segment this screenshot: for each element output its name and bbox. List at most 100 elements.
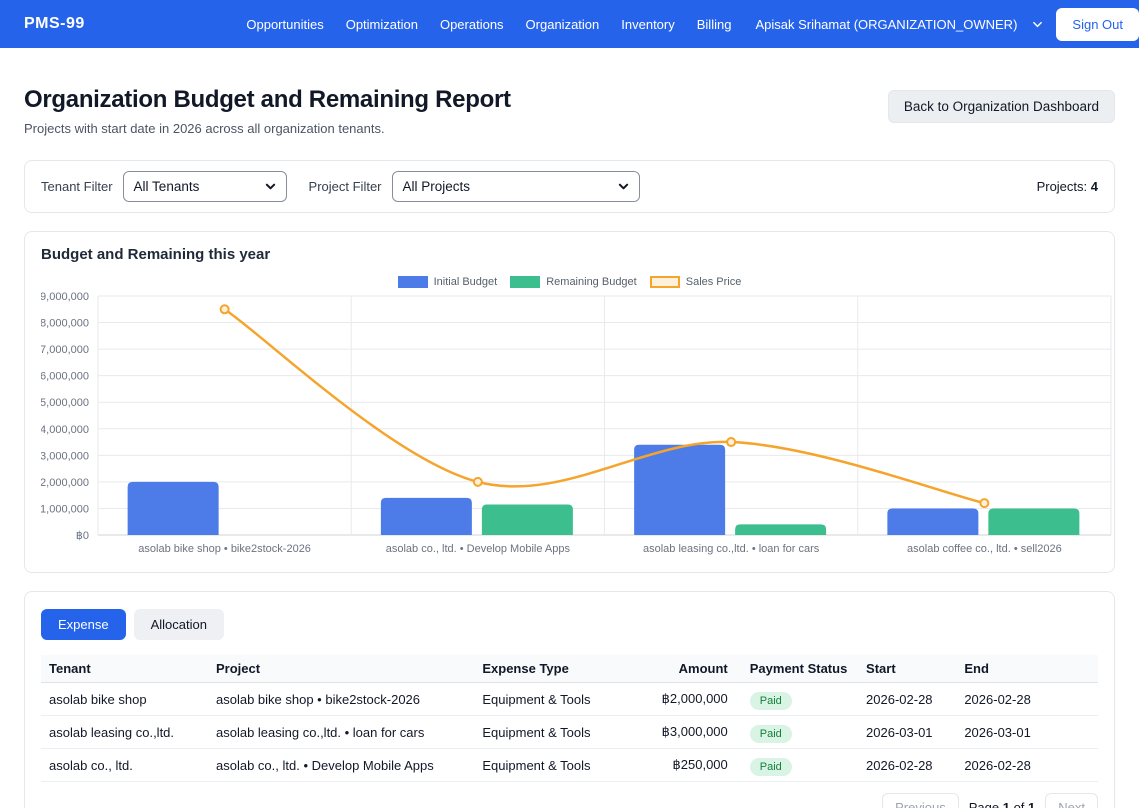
bar-initial-budget xyxy=(887,508,979,535)
nav-item-organization[interactable]: Organization xyxy=(525,16,600,32)
user-menu[interactable]: Apisak Srihamat (ORGANIZATION_OWNER) xyxy=(755,17,1043,32)
chart-title: Budget and Remaining this year xyxy=(41,246,271,263)
cell-tenant: asolab co., ltd. xyxy=(41,748,208,782)
table-row: asolab leasing co.,ltd. asolab leasing co… xyxy=(41,715,1098,749)
tab-expense[interactable]: Expense xyxy=(41,609,126,640)
sales-price-point xyxy=(726,437,737,448)
tenant-filter-label: Tenant Filter xyxy=(41,179,113,194)
legend-swatch xyxy=(397,276,428,288)
back-to-dashboard-button[interactable]: Back to Organization Dashboard xyxy=(887,90,1115,123)
cell-expense-type: Equipment & Tools xyxy=(474,682,651,716)
bar-initial-budget xyxy=(127,481,219,535)
legend-label: Initial Budget xyxy=(433,276,498,288)
column-header-tenant: Tenant xyxy=(41,655,208,683)
nav-item-operations[interactable]: Operations xyxy=(439,16,504,32)
sign-out-button[interactable]: Sign Out xyxy=(1056,7,1139,41)
column-header-project: Project xyxy=(208,655,475,683)
sales-price-line xyxy=(223,308,985,505)
pagination: Previous Page 1 of 1 Next xyxy=(41,793,1098,808)
nav-item-opportunities[interactable]: Opportunities xyxy=(246,16,324,32)
page-title: Organization Budget and Remaining Report xyxy=(24,86,511,113)
legend-label: Remaining Budget xyxy=(546,276,637,288)
cell-end: 2026-03-01 xyxy=(956,715,1098,749)
cell-start: 2026-02-28 xyxy=(858,682,957,716)
chevron-down-icon xyxy=(1033,21,1043,27)
user-menu-label: Apisak Srihamat (ORGANIZATION_OWNER) xyxy=(755,16,1018,32)
table-row: asolab bike shop asolab bike shop • bike2… xyxy=(41,682,1098,716)
main-content: Organization Budget and Remaining Report… xyxy=(0,86,1139,808)
project-filter-value: All Projects xyxy=(402,179,471,194)
column-header-amount: Amount xyxy=(650,655,742,683)
legend-item-sales-price: Sales Price xyxy=(649,276,742,288)
cell-project: asolab leasing co.,ltd. • loan for cars xyxy=(208,715,475,749)
table-tabs: Expense Allocation xyxy=(41,609,1098,640)
table-header-row: Tenant Project Expense Type Amount Payment S… xyxy=(41,655,1098,683)
cell-payment-status: Paid xyxy=(741,682,859,716)
chevron-down-icon xyxy=(265,183,275,190)
projects-count-label: Projects: xyxy=(1036,179,1088,194)
legend-swatch xyxy=(510,276,541,288)
page-indicator: Page 1 of 1 xyxy=(969,800,1036,808)
tab-allocation[interactable]: Allocation xyxy=(133,609,224,640)
cell-tenant: asolab leasing co.,ltd. xyxy=(41,715,208,749)
cell-expense-type: Equipment & Tools xyxy=(474,715,651,749)
nav-item-billing[interactable]: Billing xyxy=(696,16,732,32)
tenant-filter-select[interactable]: All Tenants xyxy=(122,171,287,202)
nav-item-inventory[interactable]: Inventory xyxy=(621,16,675,32)
previous-page-button[interactable]: Previous xyxy=(882,793,959,808)
y-axis-tick: ฿1,000,000 xyxy=(41,503,89,515)
y-axis-tick: ฿8,000,000 xyxy=(41,318,89,330)
cell-project: asolab co., ltd. • Develop Mobile Apps xyxy=(208,748,475,782)
legend-item-initial-budget: Initial Budget xyxy=(397,276,498,288)
cell-tenant: asolab bike shop xyxy=(41,682,208,716)
project-filter-label: Project Filter xyxy=(308,179,382,194)
column-header-expense-type: Expense Type xyxy=(474,655,651,683)
cell-end: 2026-02-28 xyxy=(956,748,1098,782)
filter-bar: Tenant Filter All Tenants Project Filter… xyxy=(24,160,1115,213)
page-subtitle: Projects with start date in 2026 across … xyxy=(24,121,385,136)
project-filter-select[interactable]: All Projects xyxy=(391,171,640,202)
cell-expense-type: Equipment & Tools xyxy=(474,748,651,782)
column-header-end: End xyxy=(956,655,1098,683)
cell-amount: ฿2,000,000 xyxy=(650,682,742,716)
page-number: 1 xyxy=(1002,800,1010,808)
budget-remaining-chart: ฿0 ฿1,000,000 ฿2,000,000 ฿3,000,000 ฿4,000,0… xyxy=(41,291,1112,555)
payment-status-badge: Paid xyxy=(749,691,792,710)
legend-item-remaining-budget: Remaining Budget xyxy=(510,276,637,288)
chart-card: Budget and Remaining this year Initial B… xyxy=(24,231,1115,573)
next-page-button[interactable]: Next xyxy=(1045,793,1098,808)
y-axis-tick: ฿0 xyxy=(76,530,89,542)
payment-status-badge: Paid xyxy=(749,724,792,743)
y-axis-tick: ฿5,000,000 xyxy=(41,397,89,409)
nav-menu: Opportunities Optimization Operations Organ… xyxy=(246,17,731,32)
legend-label: Sales Price xyxy=(685,276,742,288)
y-axis-tick: ฿9,000,000 xyxy=(41,291,89,303)
app-logo: PMS-99 xyxy=(24,15,85,32)
nav-item-optimization[interactable]: Optimization xyxy=(345,16,418,32)
page-label: Page xyxy=(968,800,1000,808)
bar-remaining-budget xyxy=(735,524,827,535)
bar-initial-budget xyxy=(634,444,726,535)
sales-price-point xyxy=(979,498,990,509)
cell-project: asolab bike shop • bike2stock-2026 xyxy=(208,682,475,716)
chevron-down-icon xyxy=(618,183,628,190)
cell-amount: ฿250,000 xyxy=(650,748,742,782)
table-row: asolab co., ltd. asolab co., ltd. • Devel… xyxy=(41,748,1098,782)
legend-swatch xyxy=(649,276,680,288)
page-header: Organization Budget and Remaining Report… xyxy=(24,86,1115,136)
cell-start: 2026-02-28 xyxy=(858,748,957,782)
bar-remaining-budget xyxy=(988,508,1080,535)
top-navbar: PMS-99 Opportunities Optimization Operatio… xyxy=(0,0,1139,48)
sales-price-point xyxy=(472,476,483,487)
y-axis-tick: ฿7,000,000 xyxy=(41,344,89,356)
bar-initial-budget xyxy=(380,497,472,535)
cell-payment-status: Paid xyxy=(741,748,859,782)
y-axis-tick: ฿2,000,000 xyxy=(41,477,89,489)
of-label: of xyxy=(1013,800,1025,808)
bar-remaining-budget xyxy=(481,504,573,535)
column-header-payment-status: Payment Status xyxy=(741,655,859,683)
projects-count-value: 4 xyxy=(1090,179,1098,194)
y-axis-tick: ฿6,000,000 xyxy=(41,371,89,383)
x-axis-category-label: asolab bike shop • bike2stock-2026 xyxy=(138,543,311,555)
projects-count: Projects: 4 xyxy=(1037,179,1098,194)
